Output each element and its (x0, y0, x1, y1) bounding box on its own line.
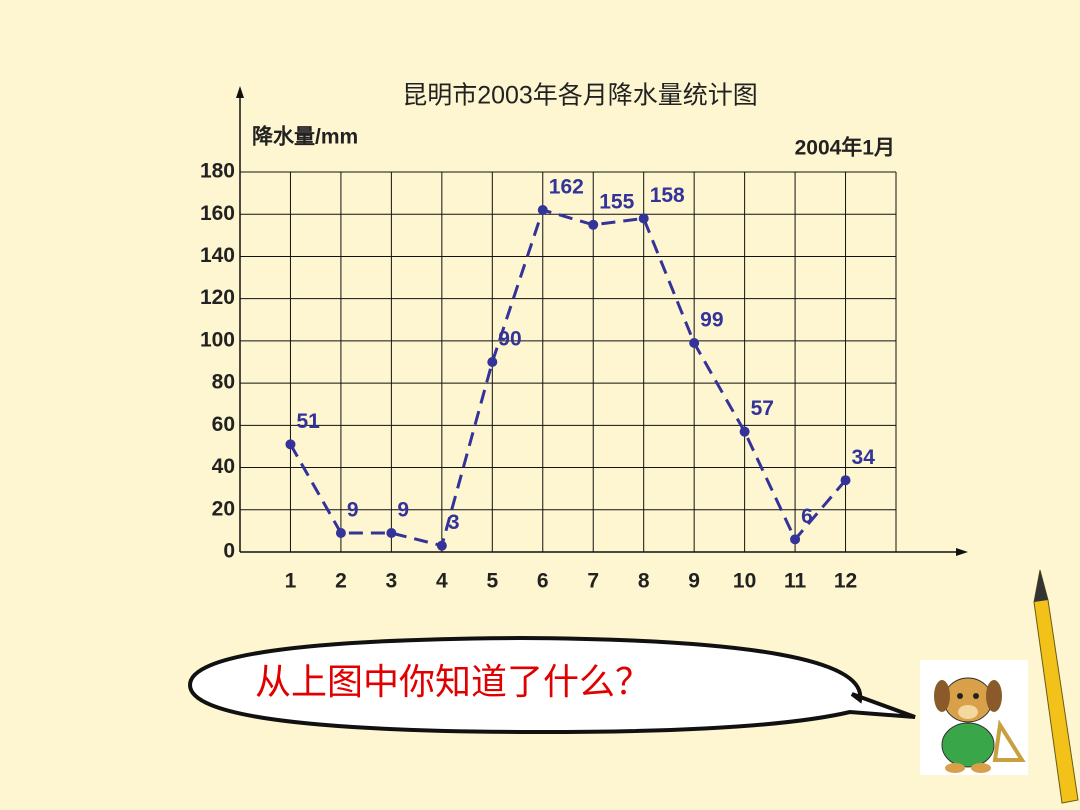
data-point (739, 426, 750, 437)
x-tick-label: 3 (386, 570, 398, 593)
data-point (638, 213, 649, 224)
data-point (487, 357, 498, 367)
dog-ear (986, 680, 1002, 712)
y-tick-label: 180 (200, 160, 235, 183)
x-tick-label: 9 (688, 570, 700, 593)
y-tick-label: 20 (212, 497, 235, 520)
data-point (790, 534, 801, 545)
data-label: 51 (296, 410, 320, 433)
y-tick-label: 140 (200, 244, 235, 267)
y-tick-label: 0 (223, 540, 235, 563)
annotation: 2004年1月 (795, 136, 895, 160)
x-tick-label: 6 (537, 570, 549, 593)
x-tick-label: 11 (784, 570, 807, 593)
dog-body (941, 722, 995, 768)
x-tick-label: 2 (335, 570, 347, 593)
data-point (436, 540, 447, 551)
data-point (285, 439, 296, 450)
y-axis-label: 降水量/mm (252, 125, 358, 149)
question: 从上图中你知道了什么？ (255, 662, 651, 703)
set-square (992, 719, 1026, 762)
chart-title: 昆明市2003年各月降水量统计图 (402, 82, 758, 110)
data-point (386, 528, 397, 538)
speech-bubble (187, 635, 916, 735)
x-tick-label: 8 (638, 570, 650, 593)
dog-icon (920, 660, 1028, 775)
data-label: 155 (599, 190, 634, 213)
dog-ear (934, 680, 950, 712)
y-axis-arrow (236, 86, 244, 98)
x-tick-label: 12 (834, 570, 857, 593)
data-label: 90 (498, 328, 521, 351)
x-tick-label: 7 (587, 570, 599, 593)
x-tick-label: 5 (486, 570, 498, 593)
x-axis-arrow (956, 548, 968, 556)
y-tick-label: 100 (200, 328, 235, 351)
data-label: 57 (751, 397, 774, 420)
dog-foot (945, 763, 965, 773)
data-line (289, 208, 847, 548)
data-point (689, 338, 700, 348)
y-tick-label: 80 (212, 371, 235, 394)
y-tick-label: 60 (212, 413, 235, 436)
dog-eye (957, 693, 963, 699)
data-label: 6 (801, 505, 813, 528)
dog-foot (971, 763, 991, 773)
y-tick-label: 160 (200, 202, 235, 225)
y-tick-label: 40 (212, 455, 235, 478)
pencil-tip (1034, 570, 1048, 602)
data-point (588, 219, 599, 230)
dog-snout (958, 705, 978, 719)
data-point (537, 205, 548, 215)
data-label: 9 (347, 499, 359, 522)
pencil (1033, 569, 1079, 804)
data-label: 34 (852, 446, 876, 469)
x-tick-label: 4 (436, 570, 448, 593)
data-point (840, 475, 851, 486)
x-tick-label: 1 (285, 570, 297, 593)
data-label: 99 (700, 309, 723, 332)
x-tick-label: 10 (733, 570, 756, 593)
y-tick-label: 120 (200, 286, 235, 309)
data-point (335, 528, 346, 538)
data-label: 9 (397, 499, 409, 522)
data-label: 158 (650, 184, 685, 207)
data-label: 3 (448, 511, 460, 534)
dog-eye (973, 693, 979, 699)
data-label: 162 (549, 176, 584, 199)
